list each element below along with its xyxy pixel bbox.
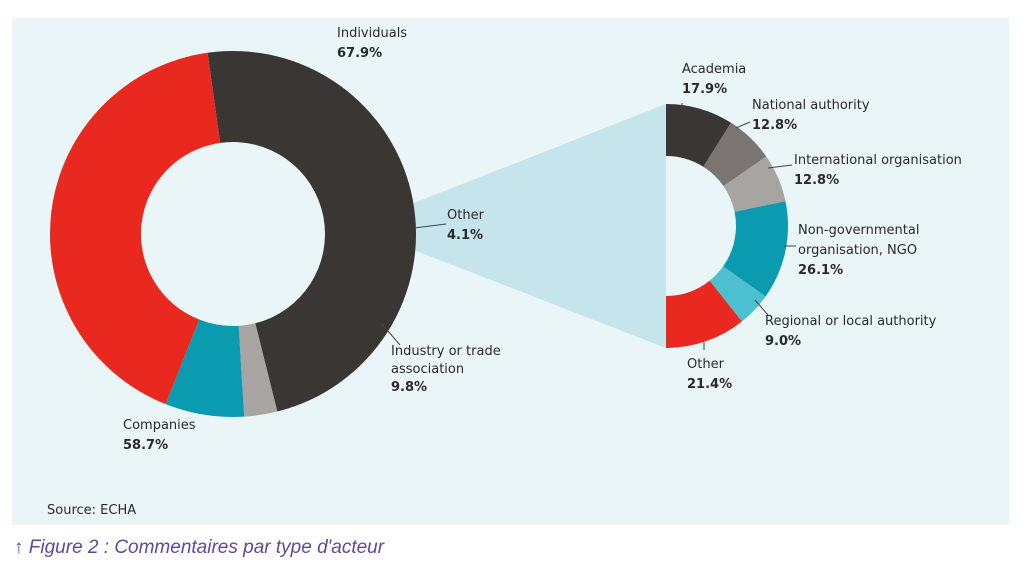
slice-right-academia xyxy=(666,104,732,167)
label-other-right-name: Other xyxy=(687,357,724,372)
label-industry-name1: Industry or trade xyxy=(391,344,501,359)
label-academia-value: 17.9% xyxy=(682,82,728,97)
slice-right-other xyxy=(666,280,742,348)
label-ngo-name2: organisation, NGO xyxy=(798,243,918,258)
label-other-left-value: 4.1% xyxy=(447,228,484,243)
source-note: Source: ECHA xyxy=(47,503,137,518)
label-companies: Companies 58.7% xyxy=(123,416,196,456)
label-other-right-value: 21.4% xyxy=(687,377,733,392)
label-industry: Industry or trade association 9.8% xyxy=(391,343,501,397)
label-other-right: Other 21.4% xyxy=(687,355,732,395)
label-individuals-name: Individuals xyxy=(337,26,408,41)
label-ngo-name1: Non-governmental xyxy=(798,223,920,238)
label-individuals: Individuals 67.9% xyxy=(337,24,407,64)
label-companies-value: 58.7% xyxy=(123,438,169,453)
label-national: National authority 12.8% xyxy=(752,96,870,136)
left-donut xyxy=(49,51,416,417)
right-donut xyxy=(666,104,789,348)
label-national-name: National authority xyxy=(752,98,870,113)
slice-other xyxy=(238,323,278,417)
label-international-name: International organisation xyxy=(794,153,962,168)
label-ngo-value: 26.1% xyxy=(798,263,844,278)
label-industry-name2: association xyxy=(391,362,465,377)
leader-international xyxy=(767,164,793,169)
slice-right-regional-or-local-authority xyxy=(709,266,766,322)
label-international: International organisation 12.8% xyxy=(794,151,962,191)
label-industry-value: 9.8% xyxy=(391,380,428,395)
right-donut-hole xyxy=(666,156,736,296)
slice-companies xyxy=(49,52,221,405)
label-other-left: Other 4.1% xyxy=(447,206,484,246)
leader-national xyxy=(735,121,751,129)
leader-lines xyxy=(380,103,796,350)
zoom-connector xyxy=(414,104,666,348)
slice-right-non-governmental-organisation-ngo xyxy=(723,201,789,297)
label-regional: Regional or local authority 9.0% xyxy=(765,312,936,352)
label-individuals-value: 67.9% xyxy=(337,46,383,61)
label-regional-name: Regional or local authority xyxy=(765,314,937,329)
slice-individuals xyxy=(207,51,416,412)
leader-industry xyxy=(380,322,401,346)
figure-caption: ↑ Figure 2 : Commentaires par type d'act… xyxy=(14,537,385,558)
label-companies-name: Companies xyxy=(123,418,196,433)
slice-right-international-organisation xyxy=(723,156,786,212)
label-other-left-name: Other xyxy=(447,208,484,223)
slice-right-national-authority xyxy=(703,122,767,187)
leader-other xyxy=(413,223,447,229)
leader-regional xyxy=(754,299,769,316)
slice-industry-or-trade-association xyxy=(165,319,245,417)
label-academia-name: Academia xyxy=(682,62,747,77)
label-international-value: 12.8% xyxy=(794,173,840,188)
label-regional-value: 9.0% xyxy=(765,334,802,349)
label-national-value: 12.8% xyxy=(752,118,798,133)
label-ngo: Non-governmental organisation, NGO 26.1% xyxy=(798,221,919,281)
label-academia: Academia 17.9% xyxy=(682,60,746,100)
